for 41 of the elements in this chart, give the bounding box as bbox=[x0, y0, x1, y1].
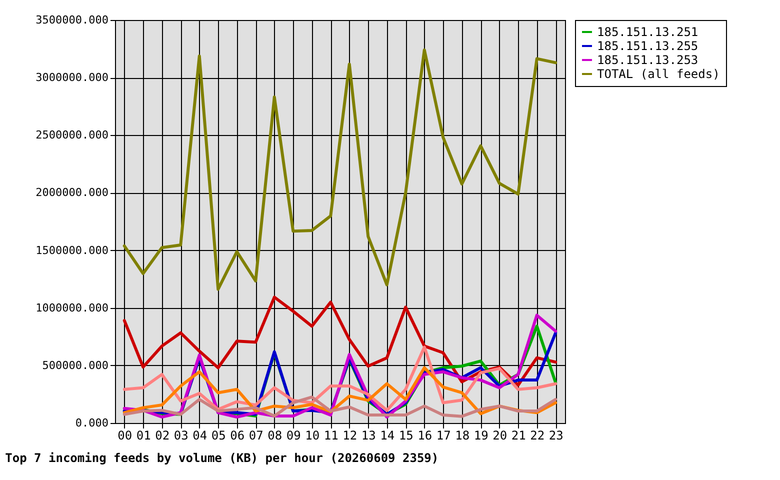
line-series bbox=[122, 396, 558, 418]
y-tick-label: 0.000 bbox=[75, 416, 108, 430]
x-tick-label: 18 bbox=[455, 428, 470, 442]
y-tick-label: 1500000.000 bbox=[36, 244, 108, 257]
x-tick-label: 06 bbox=[230, 428, 245, 442]
x-tick-label: 19 bbox=[474, 428, 488, 442]
line-series bbox=[122, 296, 558, 387]
legend-label: TOTAL (all feeds) bbox=[597, 67, 720, 81]
x-tick-label: 15 bbox=[398, 428, 414, 442]
x-tick-label: 12 bbox=[342, 428, 358, 442]
x-tick-label: 07 bbox=[248, 428, 264, 442]
x-tick-label: 08 bbox=[268, 428, 282, 442]
x-tick-label: 17 bbox=[436, 428, 451, 442]
line-series bbox=[122, 346, 558, 412]
x-tick-label: 10 bbox=[305, 428, 320, 442]
x-tick-label: 21 bbox=[511, 428, 526, 442]
line-series bbox=[122, 48, 558, 291]
x-tick-label: 05 bbox=[211, 428, 226, 442]
x-tick-label: 11 bbox=[324, 428, 338, 442]
text: Top 7 incoming feeds by volume (KB) per hour (20260609 2359) bbox=[5, 451, 439, 465]
legend-label: 185.151.13.253 bbox=[597, 53, 698, 67]
x-tick-label: 13 bbox=[361, 428, 376, 442]
legend-label: 185.151.13.255 bbox=[597, 39, 698, 53]
x-tick-label: 22 bbox=[530, 428, 545, 442]
y-tick-label: 500000.000 bbox=[42, 358, 108, 372]
x-tick-label: 23 bbox=[548, 428, 564, 442]
x-tick-label: 01 bbox=[136, 428, 151, 442]
y-tick-label: 3000000.000 bbox=[36, 71, 108, 84]
y-tick-label: 3500000.000 bbox=[36, 14, 108, 26]
x-tick-label: 04 bbox=[192, 428, 208, 442]
y-tick-label: 1000000.000 bbox=[36, 301, 108, 314]
x-tick-label: 03 bbox=[174, 428, 188, 442]
legend-label: 185.151.13.251 bbox=[597, 25, 698, 39]
x-tick-label: 09 bbox=[286, 428, 301, 442]
x-tick-label: 16 bbox=[418, 428, 432, 442]
x-tick-label: 14 bbox=[380, 428, 395, 442]
y-tick-label: 2000000.000 bbox=[36, 186, 108, 200]
x-tick-label: 02 bbox=[155, 428, 170, 442]
y-tick-label: 2500000.000 bbox=[36, 128, 108, 142]
x-tick-label: 00 bbox=[118, 428, 132, 442]
x-tick-label: 20 bbox=[492, 428, 508, 442]
